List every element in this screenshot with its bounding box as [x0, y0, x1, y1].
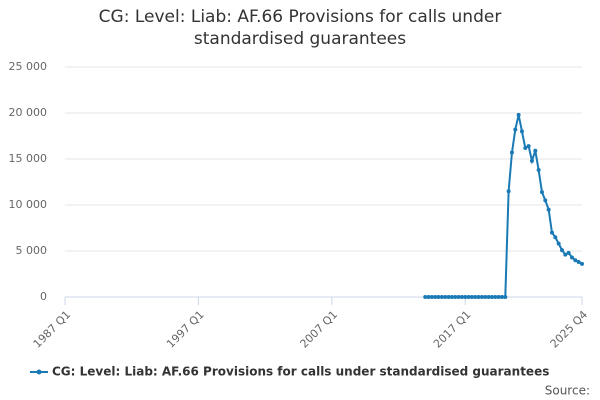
data-point: [453, 295, 458, 299]
data-point: [519, 129, 524, 134]
source: Source:: [545, 384, 590, 398]
data-point: [473, 295, 478, 299]
data-point: [516, 112, 521, 117]
y-tick-label: 10 000: [9, 198, 48, 211]
data-point: [469, 295, 474, 299]
data-point: [476, 295, 481, 299]
data-point: [566, 250, 571, 255]
data-point: [539, 190, 544, 195]
data-point: [493, 295, 498, 299]
x-tick-label: 2007 Q1: [298, 308, 341, 351]
data-point: [576, 260, 581, 265]
data-point: [529, 158, 534, 163]
data-point: [439, 295, 444, 299]
x-tick-label: 2017 Q1: [431, 308, 474, 351]
y-tick-label: 0: [40, 290, 47, 303]
data-point: [429, 295, 434, 299]
data-point: [536, 168, 541, 173]
data-point: [426, 295, 431, 299]
data-point: [436, 295, 441, 299]
data-point: [466, 295, 471, 299]
data-point: [509, 150, 514, 155]
data-point: [443, 295, 448, 299]
x-tick-label: 1997 Q1: [164, 308, 207, 351]
data-point: [463, 295, 468, 299]
data-point: [533, 148, 538, 153]
y-tick-label: 5 000: [16, 244, 48, 257]
data-point: [503, 295, 508, 299]
data-point: [433, 295, 438, 299]
data-point: [489, 295, 494, 299]
data-point: [563, 252, 568, 257]
data-point: [459, 295, 464, 299]
data-point: [423, 295, 428, 299]
data-point: [573, 258, 578, 263]
data-point: [559, 248, 564, 253]
y-tick-label: 15 000: [9, 152, 48, 165]
data-point: [479, 295, 484, 299]
x-tick-label: 1987 Q1: [31, 308, 74, 351]
data-point: [446, 295, 451, 299]
data-point: [546, 207, 551, 212]
data-point: [506, 189, 511, 194]
data-point: [549, 230, 554, 235]
data-point: [499, 295, 504, 299]
y-tick-label: 25 000: [9, 60, 48, 73]
data-point: [449, 295, 454, 299]
data-point: [456, 295, 461, 299]
y-tick-label: 20 000: [9, 106, 48, 119]
data-point: [486, 295, 491, 299]
data-point: [513, 127, 518, 132]
data-point: [556, 241, 561, 246]
data-point: [483, 295, 488, 299]
series-line: [425, 114, 583, 298]
legend-marker: [36, 369, 42, 375]
chart-title: CG: Level: Liab: AF.66 Provisions for ca…: [98, 7, 502, 49]
data-point: [580, 261, 584, 266]
x-tick-label: 2025 Q4: [548, 308, 591, 351]
legend-label: CG: Level: Liab: AF.66 Provisions for ca…: [52, 365, 549, 379]
data-point: [526, 144, 531, 149]
data-point: [569, 255, 574, 260]
data-point: [543, 198, 548, 203]
data-point: [496, 295, 501, 299]
data-point: [553, 235, 558, 240]
data-point: [523, 145, 528, 150]
